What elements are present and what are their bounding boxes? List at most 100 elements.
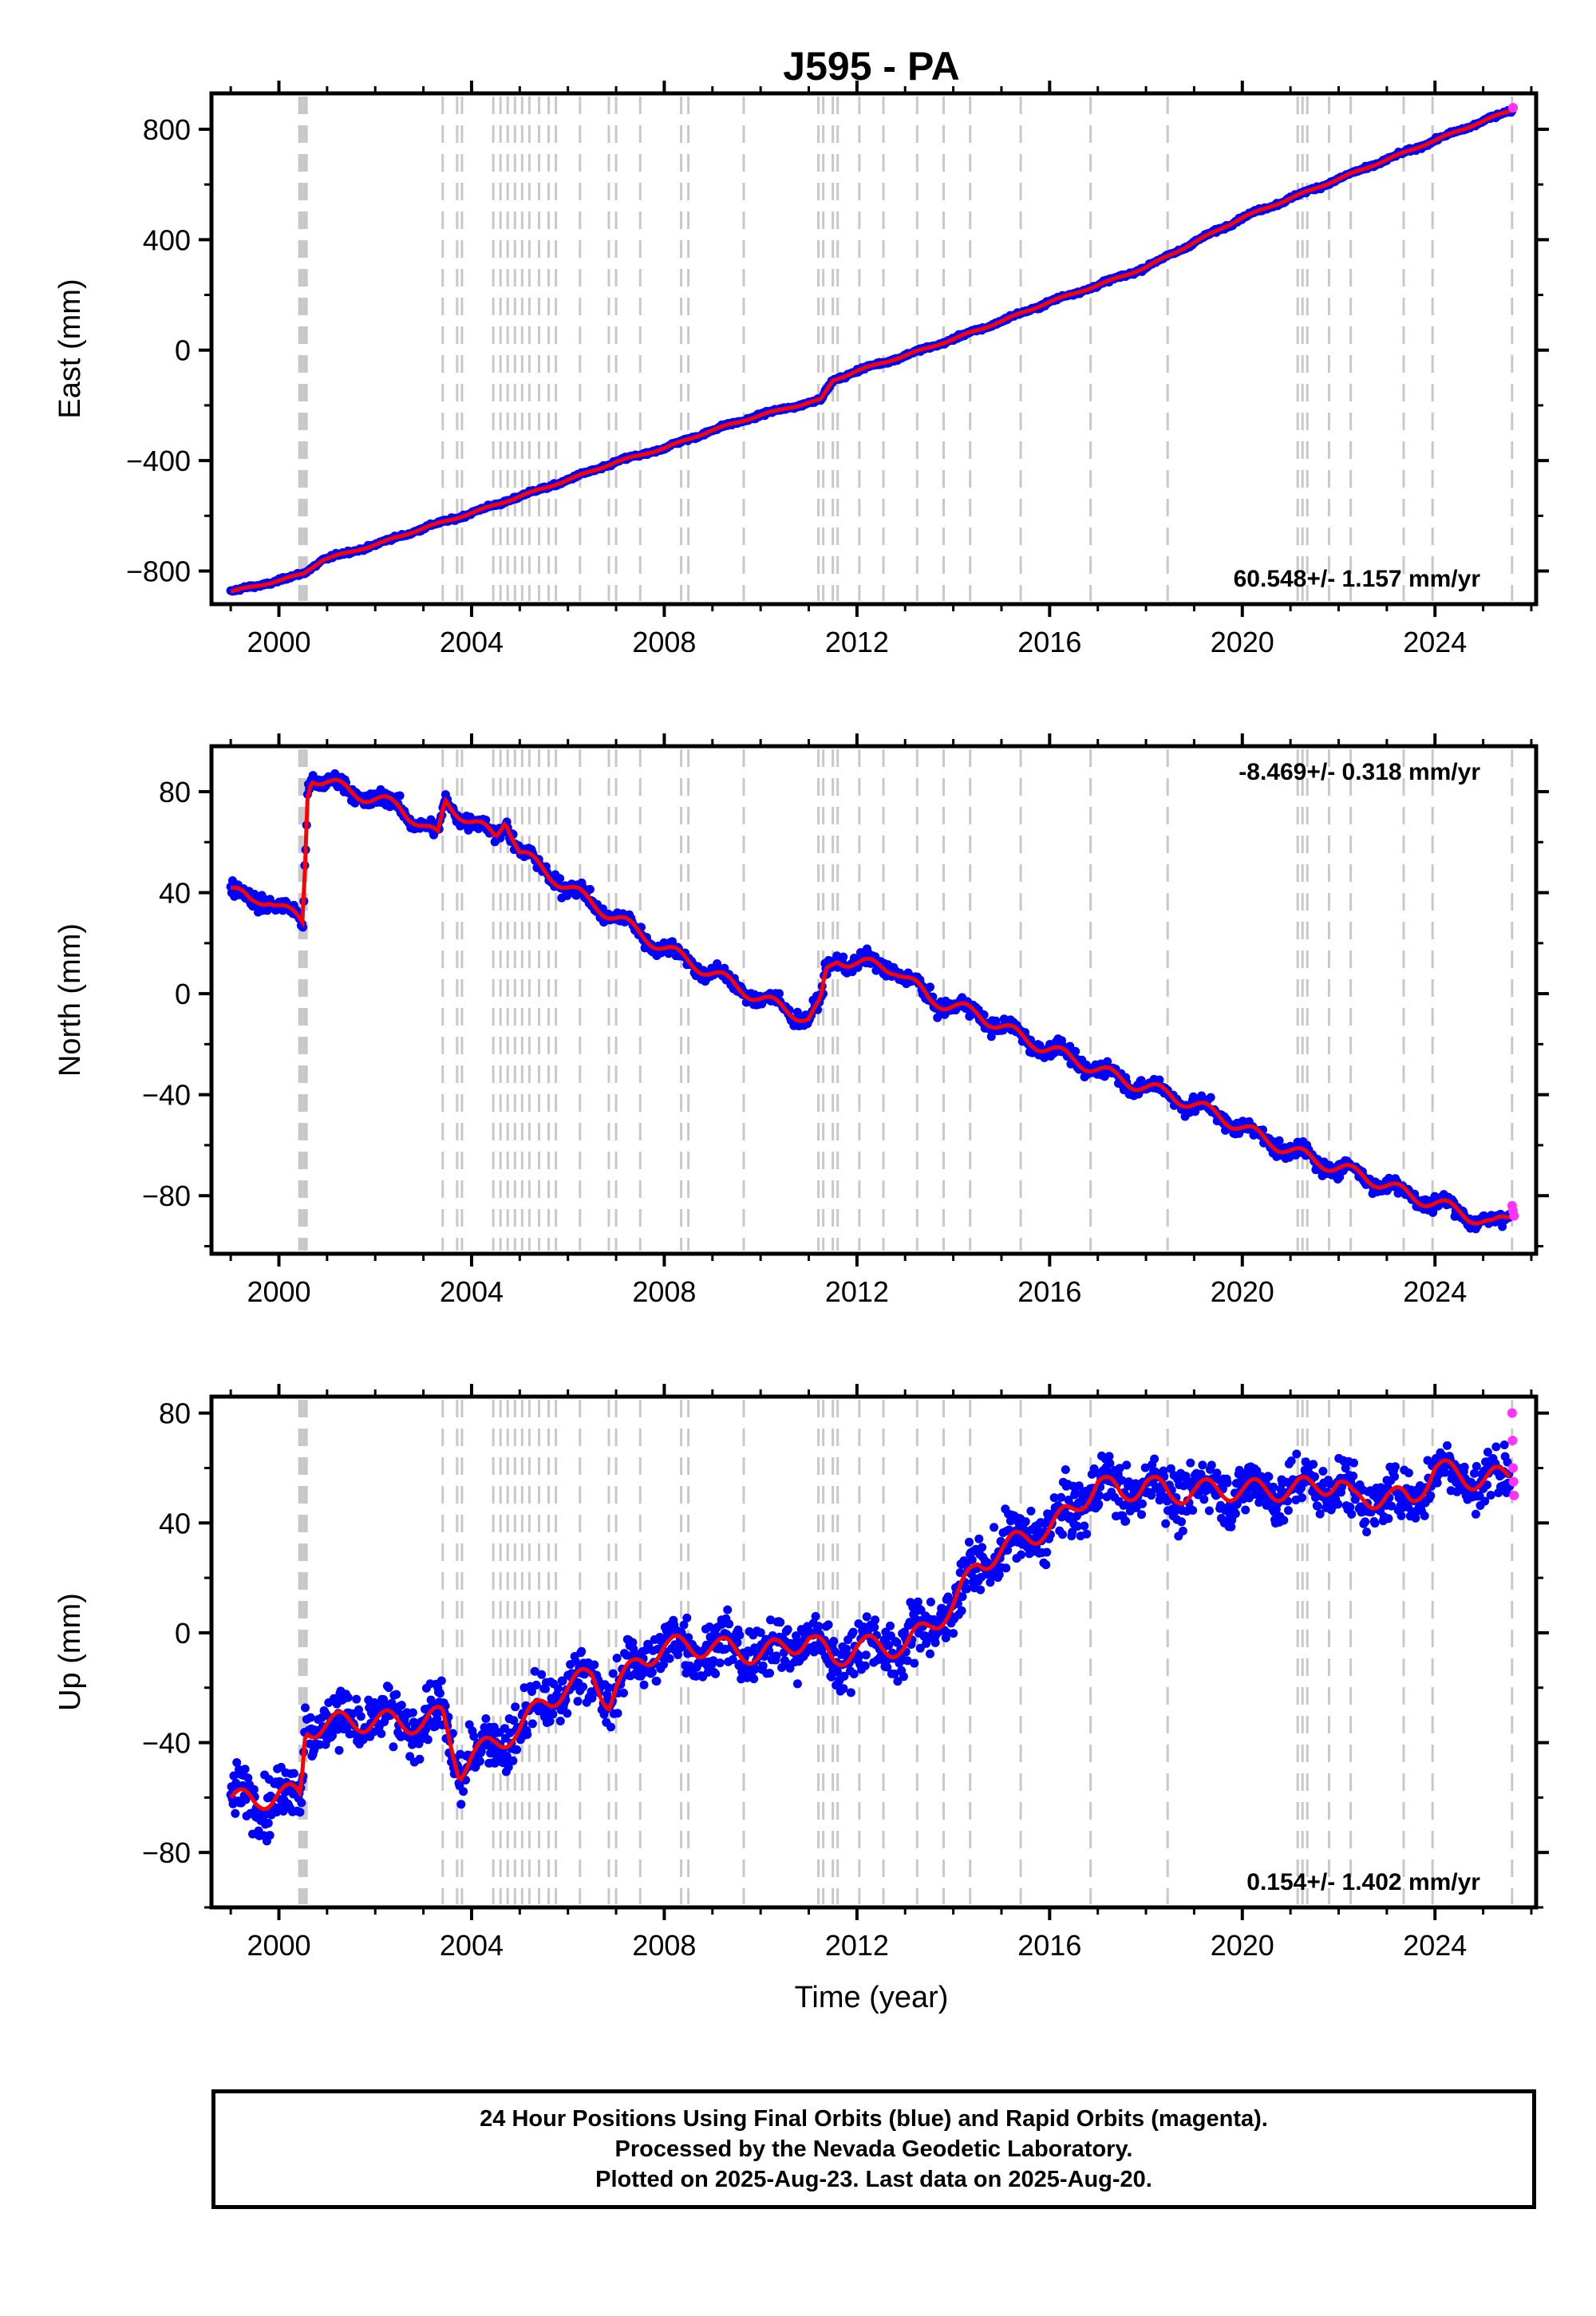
data-point (343, 1693, 353, 1702)
data-point (431, 1721, 440, 1731)
data-point (1122, 1460, 1132, 1470)
data-point (785, 1663, 795, 1673)
data-point (263, 1819, 273, 1828)
data-point (1315, 1509, 1325, 1519)
y-tick-label: 0 (175, 978, 191, 1010)
data-point (279, 1807, 288, 1816)
y-tick-label: −40 (142, 1727, 191, 1760)
data-point (810, 1641, 820, 1650)
data-point (531, 1680, 541, 1690)
data-point (705, 1622, 714, 1631)
y-tick-label: 40 (159, 1507, 191, 1539)
data-point (448, 1729, 457, 1738)
data-point (1147, 1491, 1156, 1500)
data-point (1264, 1472, 1274, 1481)
data-point (1440, 1468, 1450, 1477)
data-point (1191, 1107, 1200, 1117)
data-point (1443, 1441, 1452, 1450)
data-point (1161, 1519, 1171, 1528)
data-point (476, 1747, 486, 1757)
y-tick-label: 80 (159, 776, 191, 808)
data-point (1345, 1502, 1355, 1512)
data-point (1387, 1501, 1396, 1511)
rate-label: 60.548+/- 1.157 mm/yr (1234, 566, 1481, 592)
data-point (426, 1695, 436, 1705)
y-tick-label: 0 (175, 1617, 191, 1650)
data-point (1470, 1468, 1479, 1478)
data-point (1223, 1478, 1232, 1488)
data-point (839, 952, 848, 962)
data-point (842, 1644, 851, 1654)
data-point (1058, 1530, 1067, 1539)
data-point (459, 1787, 468, 1796)
data-point (758, 1661, 768, 1670)
data-point (1313, 1501, 1322, 1511)
data-point (893, 1677, 903, 1686)
y-tick-label: 0 (175, 334, 191, 367)
data-point (1390, 1472, 1399, 1481)
data-point (1207, 1460, 1216, 1470)
data-point (628, 1638, 638, 1647)
data-point (423, 1735, 433, 1745)
data-point (913, 1597, 922, 1607)
data-point (297, 1798, 306, 1808)
data-point (1471, 1509, 1480, 1519)
data-point (577, 1646, 587, 1656)
footer-line-3: Plotted on 2025-Aug-23. Last data on 202… (595, 2167, 1152, 2192)
rapid-orbit-point (1509, 1490, 1519, 1500)
data-point (962, 1584, 972, 1594)
data-point (1227, 1522, 1236, 1531)
data-point (481, 1714, 491, 1723)
data-point (545, 1717, 555, 1726)
data-point (527, 1687, 536, 1696)
rapid-orbit-point (1507, 1436, 1518, 1446)
data-point (1309, 1460, 1318, 1469)
data-point (232, 1758, 242, 1767)
data-point (612, 1654, 622, 1663)
data-point (728, 1655, 737, 1664)
data-point (652, 1677, 662, 1686)
data-point (1426, 1491, 1436, 1500)
final-orbit-points (226, 105, 1517, 596)
data-point (1310, 1472, 1319, 1481)
data-point (469, 1732, 479, 1741)
data-point (1404, 1468, 1413, 1478)
final-orbit-points (226, 769, 1515, 1234)
data-point (994, 1570, 1004, 1579)
y-tick-label: −40 (142, 1079, 191, 1112)
data-point (555, 874, 565, 883)
data-point (871, 1615, 880, 1625)
data-point (1115, 1464, 1124, 1473)
data-point (792, 1631, 801, 1641)
rapid-orbit-point (1508, 1463, 1519, 1473)
data-point (1199, 1495, 1209, 1504)
data-point (579, 1682, 588, 1692)
data-point (809, 1647, 819, 1657)
footer-line-1: 24 Hour Positions Using Final Orbits (bl… (480, 2106, 1268, 2132)
y-axis-label: North (mm) (53, 923, 87, 1077)
data-point (590, 1660, 599, 1670)
y-axis-label: Up (mm) (53, 1593, 87, 1711)
data-point (1274, 1136, 1284, 1145)
data-point (1121, 1516, 1131, 1526)
data-point (890, 1670, 899, 1678)
x-tick-label: 2004 (440, 1929, 504, 1962)
data-point (949, 1629, 958, 1638)
data-point (1017, 1550, 1026, 1559)
data-point (723, 1605, 733, 1614)
data-point (829, 1637, 839, 1646)
data-point (1483, 1448, 1492, 1456)
data-point (861, 1650, 871, 1660)
data-point (1177, 1517, 1186, 1527)
model-fit-line (230, 108, 1513, 594)
data-point (1073, 1522, 1082, 1531)
data-point (827, 1672, 836, 1682)
data-point (377, 1729, 386, 1738)
data-point (1349, 1472, 1358, 1480)
data-point (860, 1661, 870, 1670)
y-tick-label: 400 (143, 223, 191, 256)
data-point (976, 1585, 986, 1595)
data-point (725, 1619, 734, 1629)
data-point (1347, 1509, 1357, 1519)
